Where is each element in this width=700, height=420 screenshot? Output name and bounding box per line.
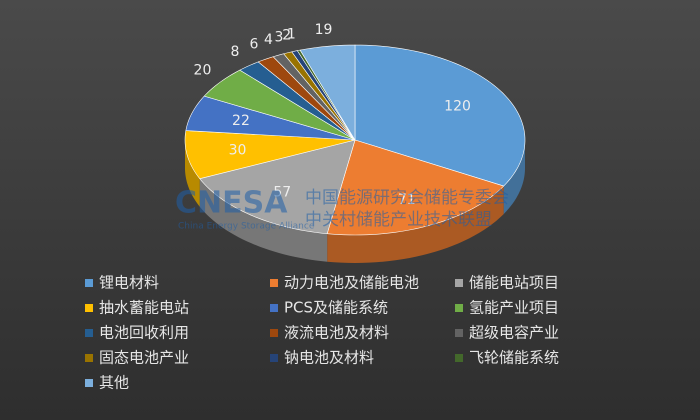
legend-swatch bbox=[455, 279, 463, 287]
slice bbox=[299, 44, 356, 142]
data-label: 2 bbox=[282, 28, 291, 44]
slice bbox=[184, 130, 356, 180]
legend-label: 锂电材料 bbox=[99, 274, 159, 292]
legend-swatch bbox=[455, 304, 463, 312]
watermark-line1: 中国能源研究会储能专委会 bbox=[305, 188, 509, 208]
slice bbox=[326, 139, 505, 236]
data-label: 57 bbox=[273, 185, 291, 201]
legend-label: 电池回收利用 bbox=[99, 324, 189, 342]
data-label: 22 bbox=[232, 113, 250, 129]
legend-swatch bbox=[270, 304, 278, 312]
legend-label: 抽水蓄能电站 bbox=[99, 299, 189, 317]
slice bbox=[354, 44, 526, 187]
legend-label: 液流电池及材料 bbox=[284, 324, 389, 342]
legend-swatch bbox=[85, 379, 93, 387]
legend-swatch bbox=[270, 354, 278, 362]
legend-swatch bbox=[85, 354, 93, 362]
data-label: 4 bbox=[264, 32, 273, 48]
legend-label: 固态电池产业 bbox=[99, 349, 189, 367]
legend-swatch bbox=[85, 279, 93, 287]
legend-label: 超级电容产业 bbox=[469, 324, 559, 342]
pie: 120 71 57 30 22 20 8 6 4 321 19 bbox=[184, 22, 526, 263]
legend-swatch bbox=[270, 329, 278, 337]
legend-label: 储能电站项目 bbox=[469, 274, 559, 292]
slice-side bbox=[503, 140, 525, 215]
slice-side bbox=[327, 186, 504, 263]
data-label: 3 bbox=[275, 29, 284, 45]
slice bbox=[203, 69, 356, 141]
data-label: 8 bbox=[230, 44, 239, 60]
slice-side bbox=[185, 140, 200, 207]
data-label: 1 bbox=[287, 27, 296, 43]
data-label: 71 bbox=[398, 192, 416, 208]
legend-label: 飞轮储能系统 bbox=[469, 349, 559, 367]
slice bbox=[199, 139, 356, 235]
data-label: 120 bbox=[444, 98, 471, 114]
watermark-line2: 中关村储能产业技术联盟 bbox=[305, 210, 492, 230]
watermark-logo: CNESA bbox=[175, 186, 288, 221]
legend-swatch bbox=[85, 329, 93, 337]
watermark-sub: China Energy Storage Alliance bbox=[178, 222, 315, 232]
data-label: 19 bbox=[315, 22, 333, 38]
legend-label: PCS及储能系统 bbox=[284, 299, 388, 317]
watermark: CNESA China Energy Storage Alliance 中国能源… bbox=[175, 186, 509, 232]
legend-swatch bbox=[455, 354, 463, 362]
slice bbox=[185, 95, 356, 141]
data-label: 6 bbox=[249, 37, 258, 53]
slice bbox=[239, 61, 356, 141]
legend-label: 氢能产业项目 bbox=[469, 299, 559, 317]
legend-swatch bbox=[85, 304, 93, 312]
legend-label: 动力电池及储能电池 bbox=[284, 274, 419, 292]
legend-swatch bbox=[270, 279, 278, 287]
legend-swatch bbox=[455, 329, 463, 337]
data-label: 30 bbox=[229, 143, 247, 159]
legend-label: 其他 bbox=[99, 374, 129, 392]
data-label: 20 bbox=[194, 63, 212, 79]
legend-label: 钠电池及材料 bbox=[284, 349, 374, 367]
